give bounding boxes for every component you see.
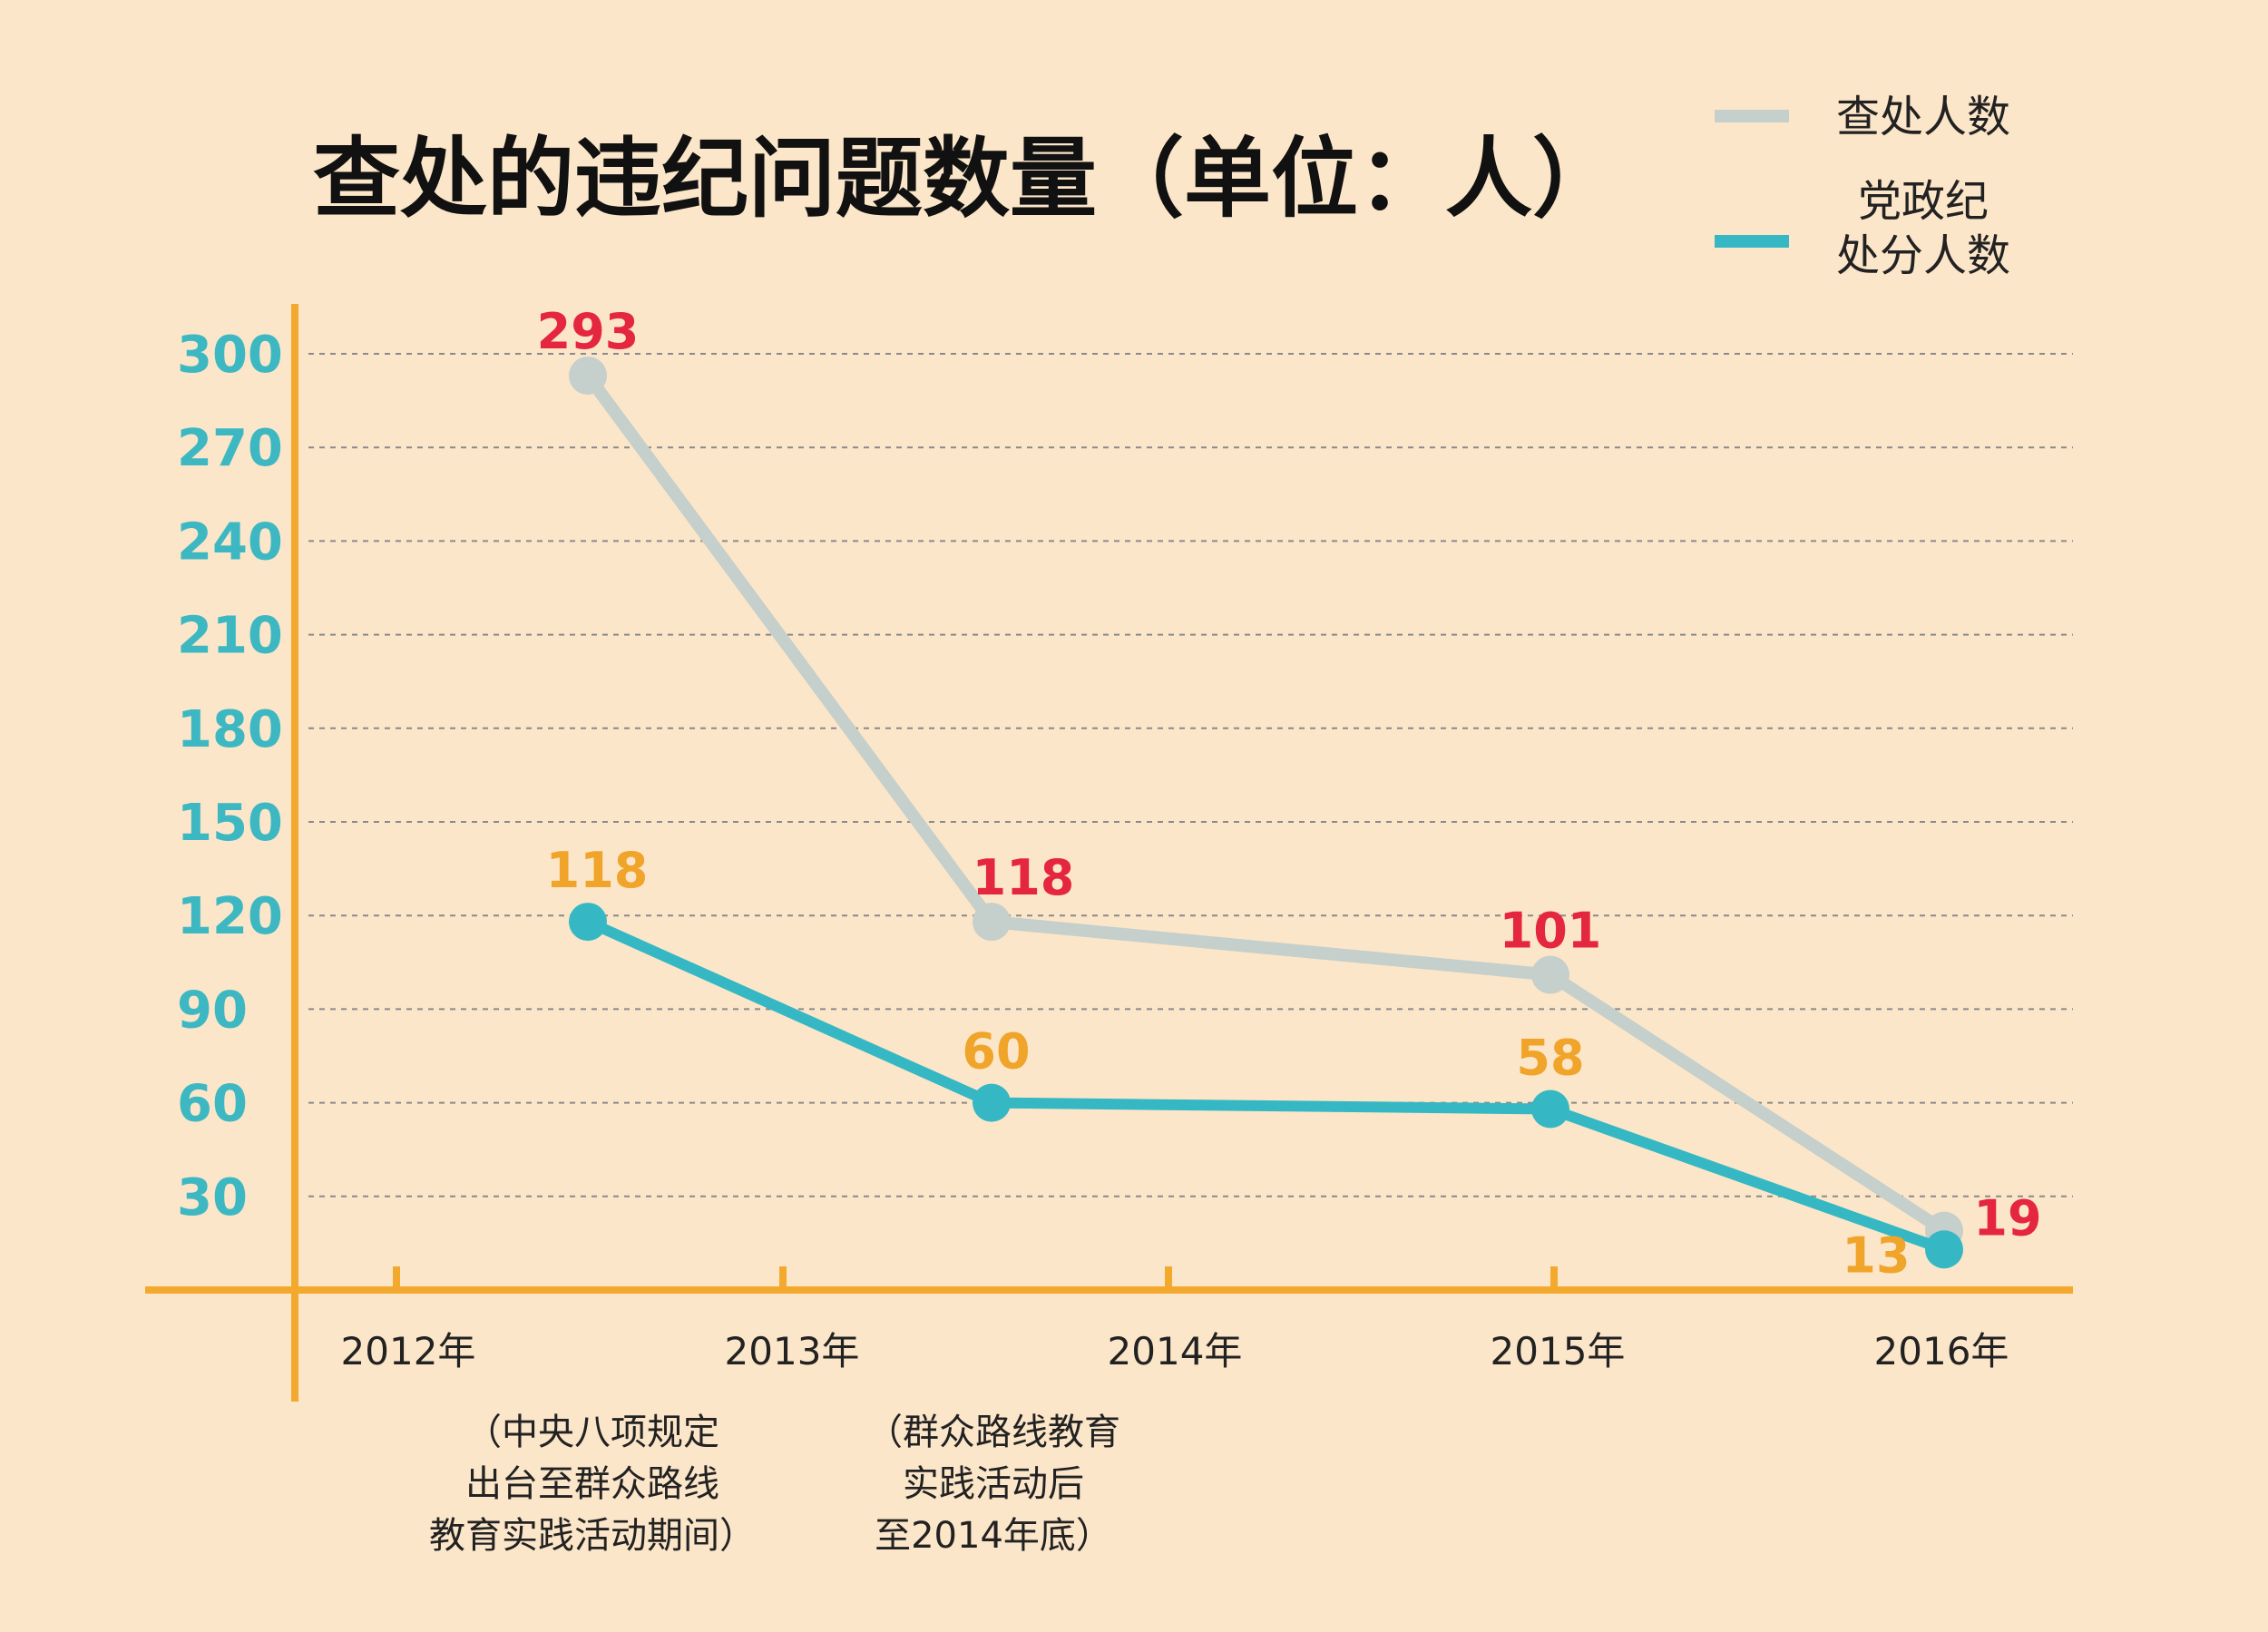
y-tick-label: 180: [177, 700, 283, 759]
data-label: 58: [1516, 1029, 1584, 1086]
axes: [145, 304, 2073, 1402]
data-point: [973, 903, 1011, 942]
x-tick-label: 2014年: [1108, 1329, 1243, 1373]
series-line: [582, 916, 1950, 1256]
period-note-line: 至2014年底）: [875, 1515, 1112, 1557]
period-note-line: 教育实践活动期间）: [429, 1515, 756, 1557]
y-tick-label: 90: [177, 981, 248, 1040]
x-tick-label: 2015年: [1491, 1329, 1626, 1373]
y-tick-label: 300: [177, 326, 283, 385]
legend-label-disciplined-line-1: 党政纪: [1858, 176, 1989, 227]
data-point: [569, 357, 607, 396]
x-tick-label: 2012年: [341, 1329, 476, 1373]
y-tick-label: 240: [177, 513, 283, 572]
y-tick-label: 210: [177, 607, 283, 666]
y-tick-label: 120: [177, 887, 283, 946]
series-line: [582, 369, 1950, 1237]
data-point: [1531, 955, 1569, 994]
data-label: 293: [537, 303, 640, 360]
legend: 查处人数 党政纪 处分人数: [1715, 92, 2010, 281]
data-label: 101: [1500, 903, 1602, 960]
period-note-line: 出台至群众路线: [465, 1463, 719, 1505]
legend-label-disciplined-line-2: 处分人数: [1836, 230, 2010, 281]
period-note-line: （中央八项规定: [465, 1412, 719, 1453]
data-label: 19: [1973, 1190, 2041, 1247]
y-tick-labels: 30 60 90 120 150 180 210 240 270 300: [177, 326, 283, 1227]
y-tick-label: 30: [177, 1168, 248, 1227]
data-label: 118: [973, 849, 1075, 906]
series: [569, 357, 1963, 1269]
data-label: 118: [546, 842, 649, 899]
period-note-line: （群众路线教育: [866, 1412, 1120, 1453]
x-tick-label: 2013年: [725, 1329, 860, 1373]
data-point: [1925, 1230, 1963, 1269]
data-point: [569, 903, 607, 942]
x-tick-labels: 2012年 2013年 2014年 2015年 2016年: [341, 1329, 2009, 1373]
data-point: [973, 1083, 1011, 1122]
y-tick-label: 270: [177, 419, 283, 478]
data-label: 13: [1842, 1226, 1910, 1284]
x-tick-label: 2016年: [1874, 1329, 2009, 1373]
y-tick-label: 150: [177, 794, 283, 853]
data-labels: 293 118 101 19 118 60 58 13: [537, 303, 2042, 1284]
data-label: 60: [962, 1023, 1030, 1080]
y-tick-label: 60: [177, 1075, 248, 1134]
chart-title: 查处的违纪问题数量（单位：人）: [313, 128, 1619, 230]
legend-label-checked: 查处人数: [1836, 92, 2010, 142]
data-point: [1531, 1090, 1569, 1129]
grid: [308, 353, 2073, 1197]
period-note-line: 实践活动后: [903, 1463, 1084, 1505]
